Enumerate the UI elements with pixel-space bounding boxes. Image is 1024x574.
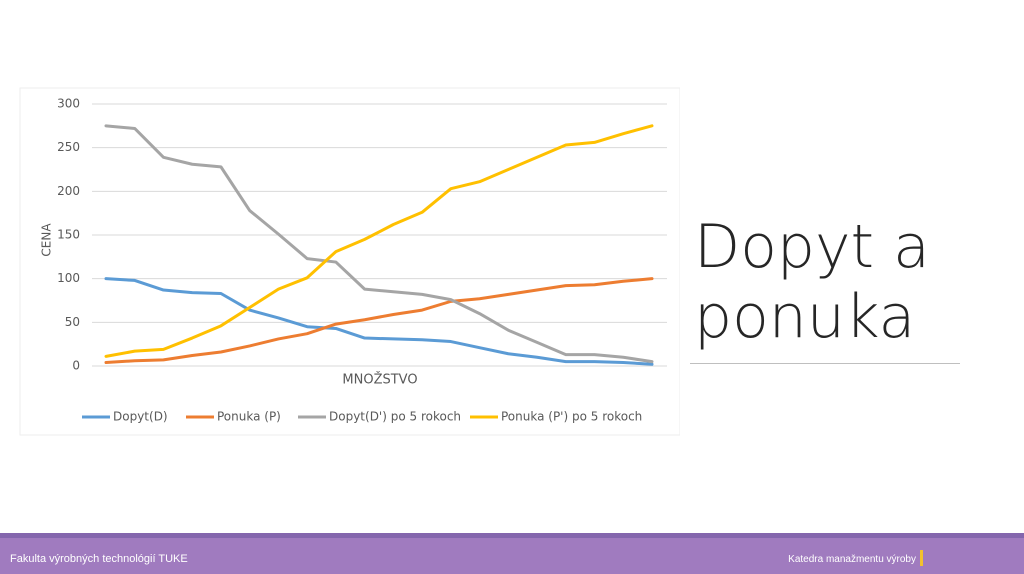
x-axis-label: MNOŽSTVO bbox=[342, 372, 417, 388]
series-line bbox=[104, 277, 654, 366]
y-tick-label: 200 bbox=[57, 184, 80, 198]
series-line bbox=[104, 277, 654, 365]
y-tick-label: 300 bbox=[57, 97, 80, 111]
y-tick-label: 50 bbox=[65, 315, 80, 329]
footer-right: Katedra manažmentu výroby bbox=[788, 554, 916, 565]
y-axis-label: CENA bbox=[40, 223, 54, 257]
legend-label: Dopyt(D') po 5 rokoch bbox=[329, 410, 461, 424]
legend-label: Dopyt(D) bbox=[113, 410, 168, 424]
legend-label: Ponuka (P) bbox=[217, 410, 281, 424]
title-rule bbox=[690, 363, 960, 364]
legend-label: Ponuka (P') po 5 rokoch bbox=[501, 410, 642, 424]
footer-accent bbox=[920, 550, 923, 566]
footer-left: Fakulta výrobných technológií TUKE bbox=[10, 553, 188, 565]
y-tick-label: 250 bbox=[57, 140, 80, 154]
footer: Fakulta výrobných technológií TUKE Kated… bbox=[0, 533, 1024, 574]
series-line bbox=[104, 124, 654, 358]
y-tick-label: 0 bbox=[72, 359, 80, 373]
slide-title: Dopyt a ponuka bbox=[694, 212, 930, 352]
y-tick-label: 150 bbox=[57, 228, 80, 242]
y-tick-label: 100 bbox=[57, 271, 80, 285]
series-line bbox=[104, 124, 654, 364]
chart: MNOŽSTVO CENA 0 50 100 150 200 250 300 Dopyt(D)… bbox=[19, 87, 680, 436]
